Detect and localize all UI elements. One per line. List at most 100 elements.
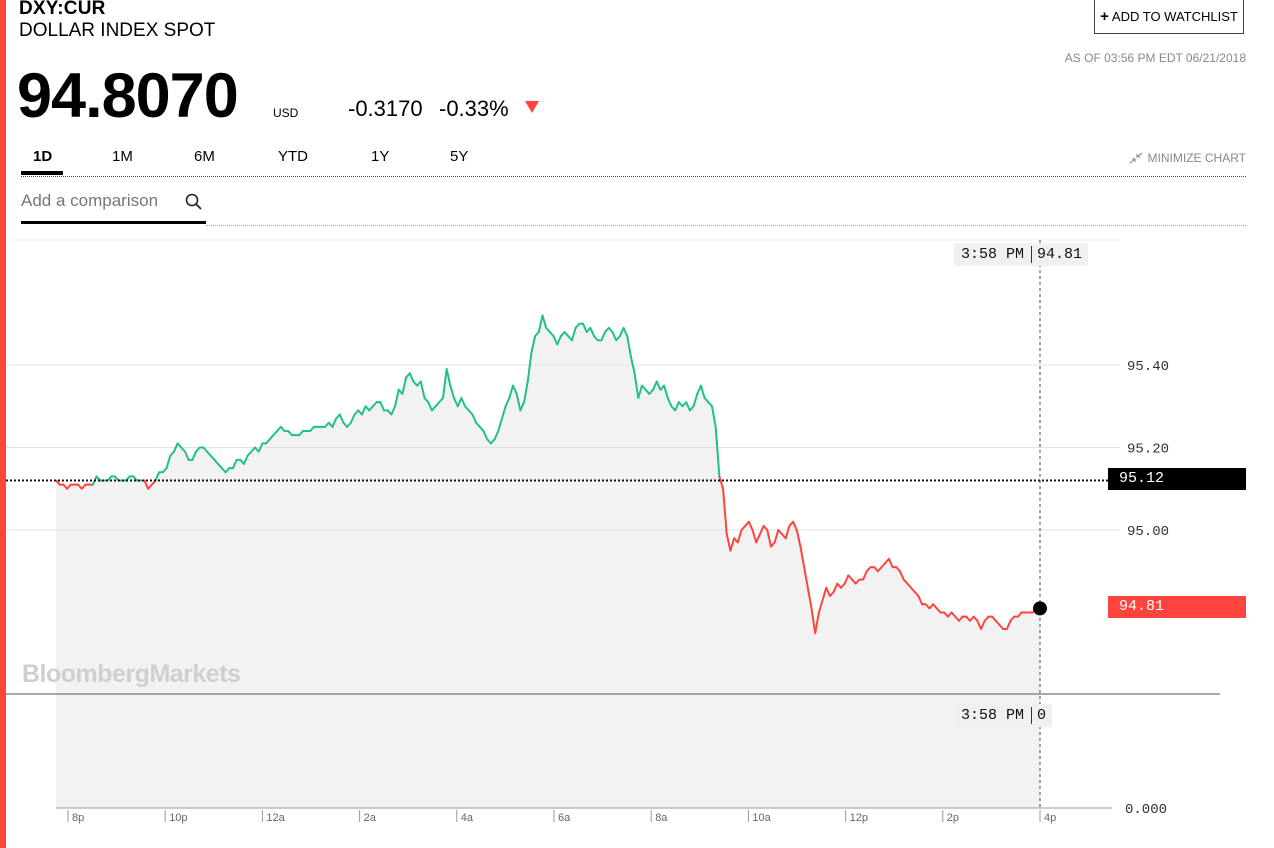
tab-5y[interactable]: 5Y [450,148,469,165]
price-line-segment [674,401,680,412]
price-line-segment [611,331,618,342]
price-line-segment [471,413,478,424]
search-icon[interactable] [185,193,203,211]
price-line-segment [504,397,511,408]
tab-6m[interactable]: 6M [194,148,215,165]
price-line-segment [758,524,765,536]
minimize-chart-label: MINIMIZE CHART [1147,151,1246,165]
price-area-fill [56,315,1040,808]
price-change: -0.3170 [348,96,423,121]
price-line-segment [792,520,798,531]
price-line-segment [976,619,983,630]
tab-1d[interactable]: 1D [33,148,53,165]
instrument-name: DOLLAR INDEX SPOT [19,20,216,41]
price-line-segment [401,376,408,395]
volume-crosshair-tooltip: 3:58 PM 0 [954,704,1053,727]
price-line-segment [482,430,489,441]
price-line-segment [803,566,809,589]
price-line-segment [338,413,345,424]
price-line-segment [736,529,743,544]
price-line-segment [408,372,415,383]
tooltip-price: 94.81 [1031,246,1089,263]
price-line-segment [349,413,356,424]
price-line-segment [537,314,544,333]
price-line-segment [552,335,559,346]
as-of-timestamp: AS OF 03:56 PM EDT 06/21/2018 [1064,51,1246,65]
price-line-segment [493,430,500,441]
price-line-segment [497,417,503,432]
price-line-segment [1005,619,1012,630]
price-line-segment [843,574,850,585]
price-line-segment [751,529,758,544]
add-to-watchlist-button[interactable]: + ADD TO WATCHLIST [1094,0,1244,34]
price-line-segment [725,533,732,552]
price-line-segment [817,599,824,614]
tab-1y[interactable]: 1Y [371,148,390,165]
x-tick-label: 4a [461,812,474,824]
accent-bar [0,0,6,848]
currency-label: USD [273,106,299,120]
price-line-segment [582,322,588,333]
tabs-divider [21,176,1246,177]
tooltip-volume: 0 [1031,707,1053,724]
price-line-segment [862,570,868,581]
price-line-segment [810,607,817,635]
price-line-segment [154,471,161,482]
price-line-segment [519,401,526,412]
x-tick-label: 4p [1044,812,1056,824]
price-line-segment [666,397,673,408]
price-line-segment [445,368,452,387]
x-tick-label: 2p [947,812,959,824]
price-line-segment [570,326,577,342]
price-line-segment [515,392,522,412]
price-line-segment [530,335,537,354]
price-line-segment [821,586,828,602]
price-line-segment [257,442,264,453]
price-line-segment [456,397,463,408]
price-line-segment [773,529,780,544]
price-line-segment [441,368,448,399]
price-line-segment [699,384,706,399]
price-line-segment [191,450,198,461]
price-line-segment [622,326,629,338]
price-line-segment [652,380,658,391]
price-line-segment [980,619,986,630]
price-line-segment [360,405,367,416]
price-line-segment [523,380,529,404]
price-line-segment [143,479,150,490]
price-line-segment [729,537,736,552]
price-line-segment [500,405,507,420]
price-line-segment [755,533,761,544]
tab-ytd[interactable]: YTD [278,148,308,165]
minimize-chart-button[interactable]: MINIMIZE CHART [1129,151,1246,165]
last-price-marker [1033,601,1047,616]
price-line-segment [722,487,728,536]
price-line-segment [460,397,467,408]
price-line-segment [183,450,190,461]
price-line-segment [629,355,636,375]
comparison-search-field[interactable]: Add a comparison [21,186,206,224]
price-line-segment [242,454,249,465]
price-line-segment [685,401,691,412]
price-line-segment [626,335,632,358]
price-line-segment [766,529,772,548]
price-line-segment [832,582,839,593]
last-price-tag: 94.81 [1108,596,1246,618]
price-crosshair-tooltip: 3:58 PM 94.81 [954,243,1089,266]
y-tick-label: 95.40 [1127,359,1169,375]
price-line-segment [814,611,820,635]
active-tab-indicator [21,171,63,175]
comparison-divider [206,225,1246,226]
price-chart[interactable]: 95.40 95.20 95.00 0.000 8p 10p 12a 2a 4a 6a 8a 10a 1… [0,230,1274,830]
previous-close-tag: 95.12 [1108,468,1246,490]
price-line-segment [511,384,518,395]
x-tick-label: 12a [266,812,285,824]
price-line-segment [898,570,905,581]
price-line-segment [637,384,643,399]
price-line-segment [394,388,400,408]
price-line-segment [379,401,385,412]
price-line-segment [526,351,533,383]
x-tick-label: 10p [169,812,187,824]
tab-1m[interactable]: 1M [112,148,133,165]
price-line-segment [172,442,179,453]
